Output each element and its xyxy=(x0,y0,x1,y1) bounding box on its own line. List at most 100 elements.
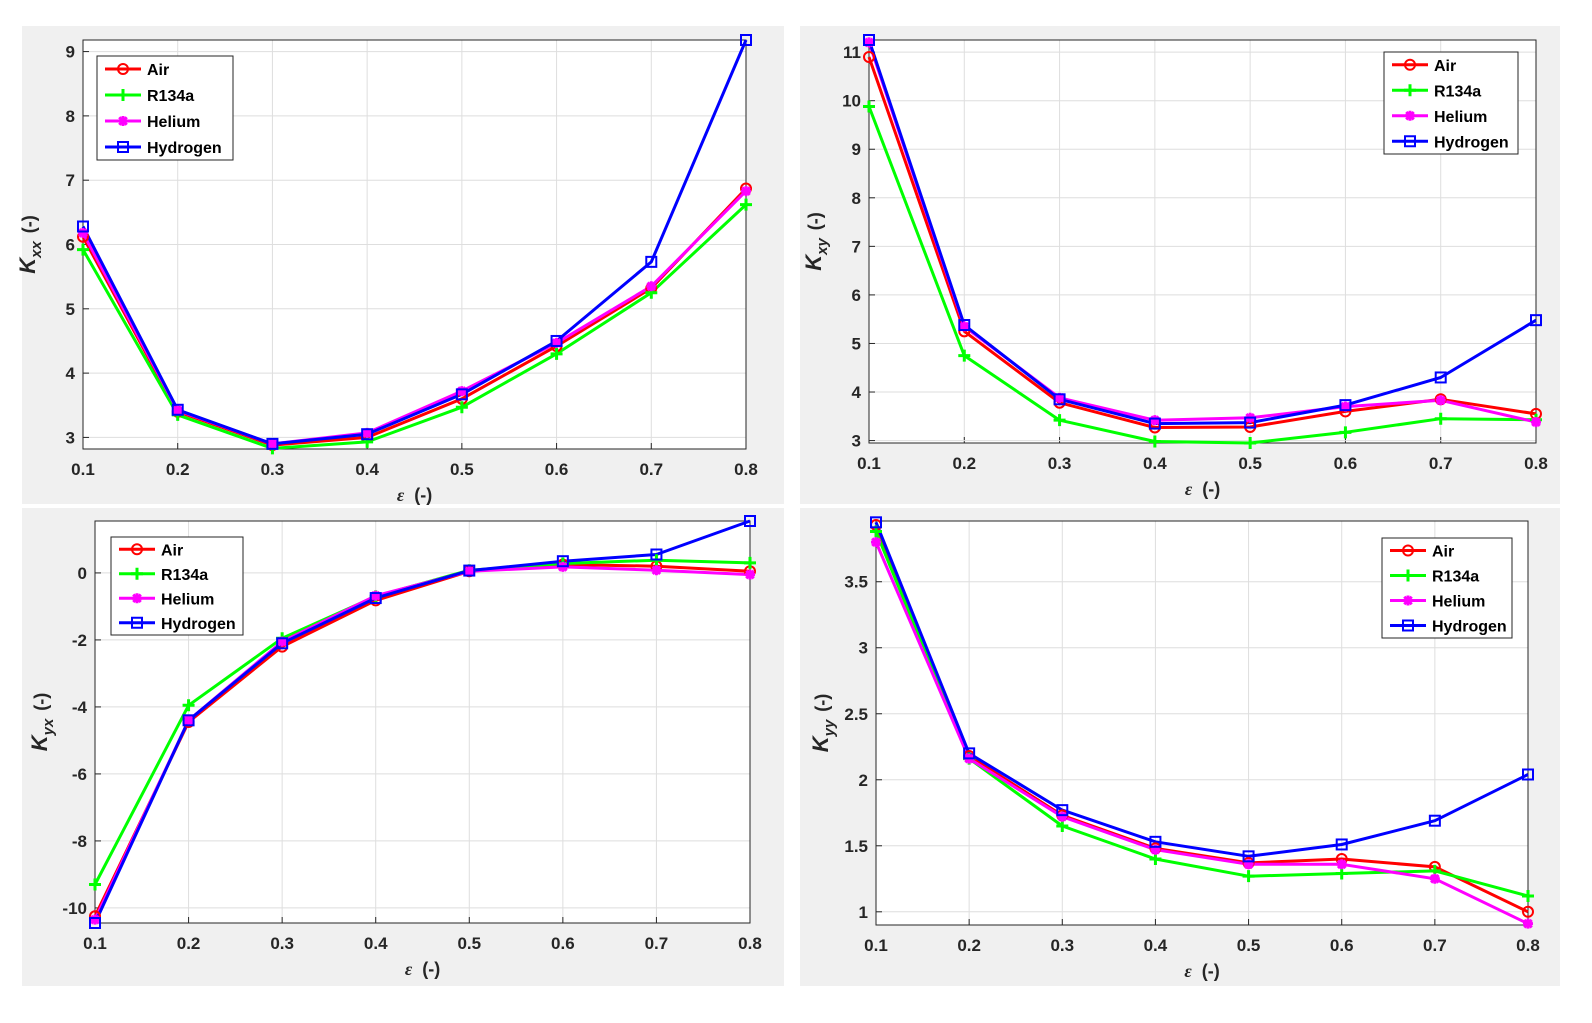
x-tick-label: 0.2 xyxy=(177,934,201,953)
y-axis-label-unit: (-) xyxy=(19,215,39,233)
data-point-helium xyxy=(864,37,874,48)
data-point-hydrogen xyxy=(645,255,658,268)
data-point-hydrogen xyxy=(740,34,752,46)
data-point-helium xyxy=(362,427,373,438)
data-point-helium xyxy=(1149,415,1160,426)
x-tick-label: 0.3 xyxy=(270,934,294,953)
legend: Air R134a Helium Hydrogen xyxy=(1383,51,1519,155)
y-axis-label-unit: (-) xyxy=(31,693,51,711)
data-point-helium xyxy=(464,566,475,577)
y-tick-label: 3.5 xyxy=(844,573,868,592)
data-point-hydrogen xyxy=(77,220,89,233)
x-tick-label: 0.4 xyxy=(364,934,388,953)
y-axis-label-subscript: yy xyxy=(821,719,838,737)
y-tick-label: 0 xyxy=(78,564,87,583)
data-point-hydrogen xyxy=(650,548,663,561)
data-point-helium xyxy=(959,321,970,332)
data-point-helium xyxy=(651,565,662,576)
data-point-r134a xyxy=(77,243,89,256)
y-tick-label: 2 xyxy=(859,771,868,790)
data-point-r134a xyxy=(1335,867,1348,880)
y-tick-label: 8 xyxy=(66,107,75,126)
y-tick-label: 3 xyxy=(859,639,868,658)
series-line-hydrogen xyxy=(81,39,748,446)
data-point-hydrogen xyxy=(744,515,756,527)
x-tick-label: 0.4 xyxy=(1143,454,1167,473)
data-point-helium xyxy=(551,337,562,348)
y-axis-label-unit: (-) xyxy=(812,694,832,712)
y-tick-label: 4 xyxy=(852,383,862,402)
legend-label-helium: Helium xyxy=(147,114,200,131)
y-tick-label: 7 xyxy=(66,171,75,190)
data-point-helium xyxy=(1336,859,1347,870)
x-tick-label: 0.5 xyxy=(1237,936,1261,955)
data-point-r134a xyxy=(958,349,971,362)
y-tick-label: 8 xyxy=(852,189,861,208)
data-point-hydrogen xyxy=(182,714,195,727)
chart-panel-kxx: 0.1 0.2 0.3 0.4 0.5 0.6 0.7 0.8 3 4 5 6 7 8 9 Air R134a H… xyxy=(15,26,784,505)
x-tick-label: 0.1 xyxy=(83,934,107,953)
data-point-r134a xyxy=(740,198,752,211)
legend-label-hydrogen: Hydrogen xyxy=(1434,134,1509,151)
x-tick-label: 0.7 xyxy=(639,460,663,479)
data-point-r134a xyxy=(1242,870,1255,883)
y-axis-label-unit: (-) xyxy=(805,212,825,230)
y-tick-label: -4 xyxy=(72,698,88,717)
legend: Air R134a Helium Hydrogen xyxy=(110,536,244,636)
y-tick-label: 2.5 xyxy=(844,705,868,724)
legend-label-hydrogen: Hydrogen xyxy=(161,616,236,633)
legend-label-r134a: R134a xyxy=(1432,569,1479,586)
data-point-helium xyxy=(1429,873,1440,884)
x-tick-label: 0.3 xyxy=(1048,454,1072,473)
series-group xyxy=(89,515,756,929)
axes-box xyxy=(94,520,751,924)
legend: Air R134a Helium Hydrogen xyxy=(1381,537,1513,639)
data-point-hydrogen xyxy=(463,564,476,577)
x-tick-label: 0.8 xyxy=(734,460,758,479)
data-point-hydrogen xyxy=(556,555,569,568)
series-group xyxy=(870,516,1534,929)
data-point-r134a xyxy=(1434,412,1447,425)
series-group xyxy=(77,34,752,455)
series-line-r134a xyxy=(867,105,1537,445)
x-tick-label: 0.7 xyxy=(645,934,669,953)
data-point-r134a xyxy=(1056,819,1069,832)
y-tick-label: 3 xyxy=(66,428,75,447)
legend-label-air: Air xyxy=(147,62,169,79)
data-point-helium xyxy=(456,386,467,397)
y-axis-label: Kxx (-) xyxy=(15,215,45,274)
x-tick-label: 0.8 xyxy=(1524,454,1548,473)
legend-marker xyxy=(1402,544,1414,557)
y-tick-label: 9 xyxy=(66,43,75,62)
x-tick-label: 0.7 xyxy=(1423,936,1447,955)
data-point-hydrogen xyxy=(1149,835,1162,848)
data-point-hydrogen xyxy=(1339,399,1352,412)
axes-box xyxy=(875,520,1529,926)
legend-marker xyxy=(1402,619,1414,632)
y-axis-label-subscript: xx xyxy=(28,241,45,259)
y-tick-label: -10 xyxy=(62,899,87,918)
x-tick-label: 0.3 xyxy=(261,460,285,479)
y-tick-label: 6 xyxy=(66,236,75,255)
legend-marker xyxy=(117,63,129,75)
data-point-helium xyxy=(1531,417,1541,428)
data-point-r134a xyxy=(863,100,875,113)
chart-panel-kxy: 0.1 0.2 0.3 0.4 0.5 0.6 0.7 0.8 3 4 5 6 7 8 9 10 11 Air R1… xyxy=(800,26,1560,504)
data-point-helium xyxy=(1150,844,1161,855)
legend-marker xyxy=(1403,595,1413,606)
x-axis-label-unit: (-) xyxy=(1202,479,1220,499)
x-axis-label-symbol: ε xyxy=(1184,961,1192,981)
x-tick-label: 0.2 xyxy=(166,460,190,479)
x-axis-label-unit: (-) xyxy=(1202,961,1220,981)
data-point-hydrogen xyxy=(1056,804,1069,817)
data-point-hydrogen xyxy=(958,319,971,332)
data-point-hydrogen xyxy=(963,747,976,760)
y-tick-label: 11 xyxy=(843,43,861,62)
y-tick-label: 5 xyxy=(66,300,75,319)
y-tick-label: 7 xyxy=(852,237,861,256)
data-point-hydrogen xyxy=(1244,416,1257,429)
y-tick-label: 1.5 xyxy=(844,837,868,856)
y-axis-label-symbol: K xyxy=(808,734,833,752)
x-tick-label: 0.2 xyxy=(957,936,981,955)
data-point-helium xyxy=(90,914,100,925)
